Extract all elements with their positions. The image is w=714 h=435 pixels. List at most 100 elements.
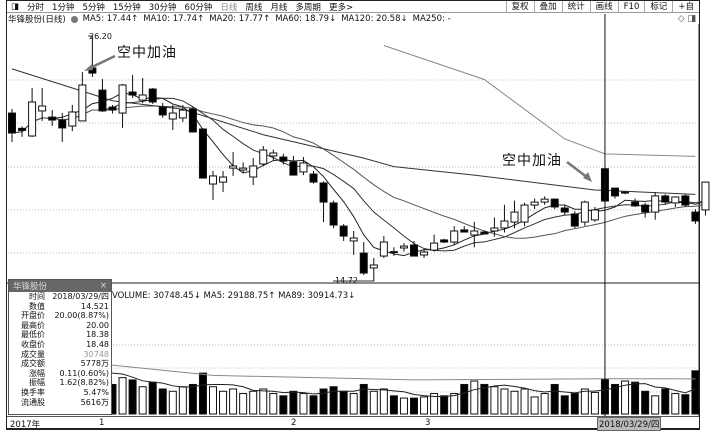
candle-down — [108, 106, 117, 111]
volume-bar — [440, 395, 449, 415]
volume-bar — [269, 393, 278, 415]
tab-5min[interactable]: 5分钟 — [82, 2, 105, 13]
volume-bar — [309, 395, 318, 415]
cursor-date: 2018/03/29/四 — [597, 417, 662, 431]
volume-bar — [510, 390, 519, 415]
tab-more[interactable]: 更多> — [328, 2, 354, 13]
tooltip-key: 收盘价 — [21, 339, 45, 349]
tooltip-value: 0.11(0.60%) — [59, 368, 109, 378]
volume-bar — [590, 391, 599, 415]
volume-bar — [168, 390, 177, 415]
mark-button[interactable]: 标记 — [644, 1, 672, 13]
candle-down — [18, 127, 27, 131]
candle-up — [369, 264, 378, 269]
tab-15min[interactable]: 15分钟 — [112, 2, 141, 13]
candle-up — [219, 176, 228, 183]
volume-bar — [329, 386, 338, 415]
tooltip-value: 5616万 — [80, 397, 109, 407]
candle-down — [359, 252, 368, 274]
volume-bar — [198, 372, 207, 415]
candle-up — [470, 230, 479, 236]
candle-up — [38, 105, 47, 112]
volume-bar — [289, 390, 298, 415]
candle-up — [500, 220, 509, 229]
settings-dot-icon[interactable] — [70, 15, 78, 23]
tooltip-row: 振幅 1.62(8.82%) — [9, 378, 111, 388]
tab-monthly[interactable]: 月线 — [270, 2, 288, 13]
vol-ma89-value: MA89: 30914.73↓ — [278, 291, 356, 301]
volume-bar — [148, 381, 157, 415]
volume-value: VOLUME: 30748.45↓ — [112, 291, 201, 301]
close-icon[interactable]: × — [99, 281, 107, 291]
tooltip-value: 30748 — [83, 349, 109, 359]
tooltip-row: 涨幅 0.11(0.60%) — [9, 369, 111, 379]
volume-bar — [621, 380, 630, 415]
tab-daily[interactable]: 日线 — [220, 2, 238, 13]
candle-down — [631, 201, 640, 207]
overlay-button[interactable]: 叠加 — [533, 1, 562, 13]
candle-up — [540, 198, 549, 203]
tooltip-key: 振幅 — [29, 378, 45, 388]
tab-weekly[interactable]: 周线 — [245, 2, 263, 13]
tooltip-row: 换手率 5.47% — [9, 388, 111, 398]
stats-button[interactable]: 统计 — [561, 1, 590, 13]
candle-down — [279, 156, 288, 162]
tooltip-value: 18.48 — [86, 339, 109, 349]
tab-fenshi[interactable]: 分时 — [27, 2, 45, 13]
tooltip-key: 最高价 — [21, 320, 45, 330]
tooltip-row: 数值 14.521 — [9, 302, 111, 312]
tab-30min[interactable]: 30分钟 — [148, 2, 177, 13]
annotation-arrow-2 — [566, 161, 589, 179]
low-price-label: 14.72 — [335, 276, 358, 285]
tooltip-key: 最低价 — [21, 330, 45, 340]
volume-bar — [128, 379, 137, 415]
tooltip-title: 华锋股份 — [13, 282, 48, 292]
volume-bar — [631, 381, 640, 415]
volume-bar — [420, 396, 429, 415]
volume-bar — [450, 393, 459, 415]
ma120-value: MA120: 20.58↓ — [341, 14, 408, 24]
volume-bar — [239, 393, 248, 415]
tooltip-value: 2018/03/29/四 — [52, 292, 109, 301]
candle-down — [550, 198, 559, 208]
candle-up — [651, 195, 660, 213]
tooltip-row: 时间 2018/03/29/四 — [9, 292, 111, 302]
tab-60min[interactable]: 60分钟 — [184, 2, 213, 13]
volume-bar — [138, 386, 147, 415]
candle-down — [329, 202, 338, 226]
volume-bar — [651, 395, 660, 415]
volume-bar — [520, 388, 529, 415]
vol-ma5-value: MA5: 29188.75↑ — [203, 291, 276, 301]
volume-bar — [339, 390, 348, 415]
candle-up — [580, 201, 589, 223]
diamond-icon[interactable]: ◇ — [677, 14, 685, 24]
tooltip-row: 流通股 5616万 — [9, 398, 111, 408]
view-toggle-icon[interactable]: ◨ — [11, 1, 20, 12]
volume-legend: VOLUME: 30748.45↓ MA5: 29188.75↑ MA89: 3… — [112, 291, 355, 301]
tab-multi-period[interactable]: 多周期 — [295, 2, 321, 13]
tooltip-row: 成交额 5778万 — [9, 359, 111, 369]
ma120-line — [383, 45, 696, 157]
candle-down — [8, 112, 16, 134]
tooltip-value: 20.00 — [86, 320, 109, 330]
candle-up — [118, 84, 127, 114]
volume-bar — [490, 386, 499, 415]
add-custom-button[interactable]: +自 — [672, 1, 699, 13]
candle-up — [249, 165, 258, 178]
tooltip-row: 开盘价 20.00(8.87%) — [9, 311, 111, 321]
candle-up — [430, 242, 439, 251]
adjust-button[interactable]: 复权 — [505, 1, 534, 13]
annotation-label-2: 空中加油 — [502, 150, 562, 170]
tooltip-value: 18.38 — [86, 330, 109, 340]
ma20-value: MA20: 17.77↑ — [209, 14, 271, 24]
ma60-value: MA60: 18.79↓ — [275, 14, 337, 24]
candle-up — [259, 149, 268, 165]
panel-toggle-icon[interactable]: ◨ — [687, 14, 696, 24]
ma5-value: MA5: 17.44↑ — [82, 14, 139, 24]
volume-bar — [500, 388, 509, 415]
f10-button[interactable]: F10 — [617, 1, 645, 13]
tab-1min[interactable]: 1分钟 — [52, 2, 75, 13]
candle-down — [691, 211, 700, 222]
volume-bar — [661, 388, 670, 415]
draw-button[interactable]: 画线 — [589, 1, 618, 13]
